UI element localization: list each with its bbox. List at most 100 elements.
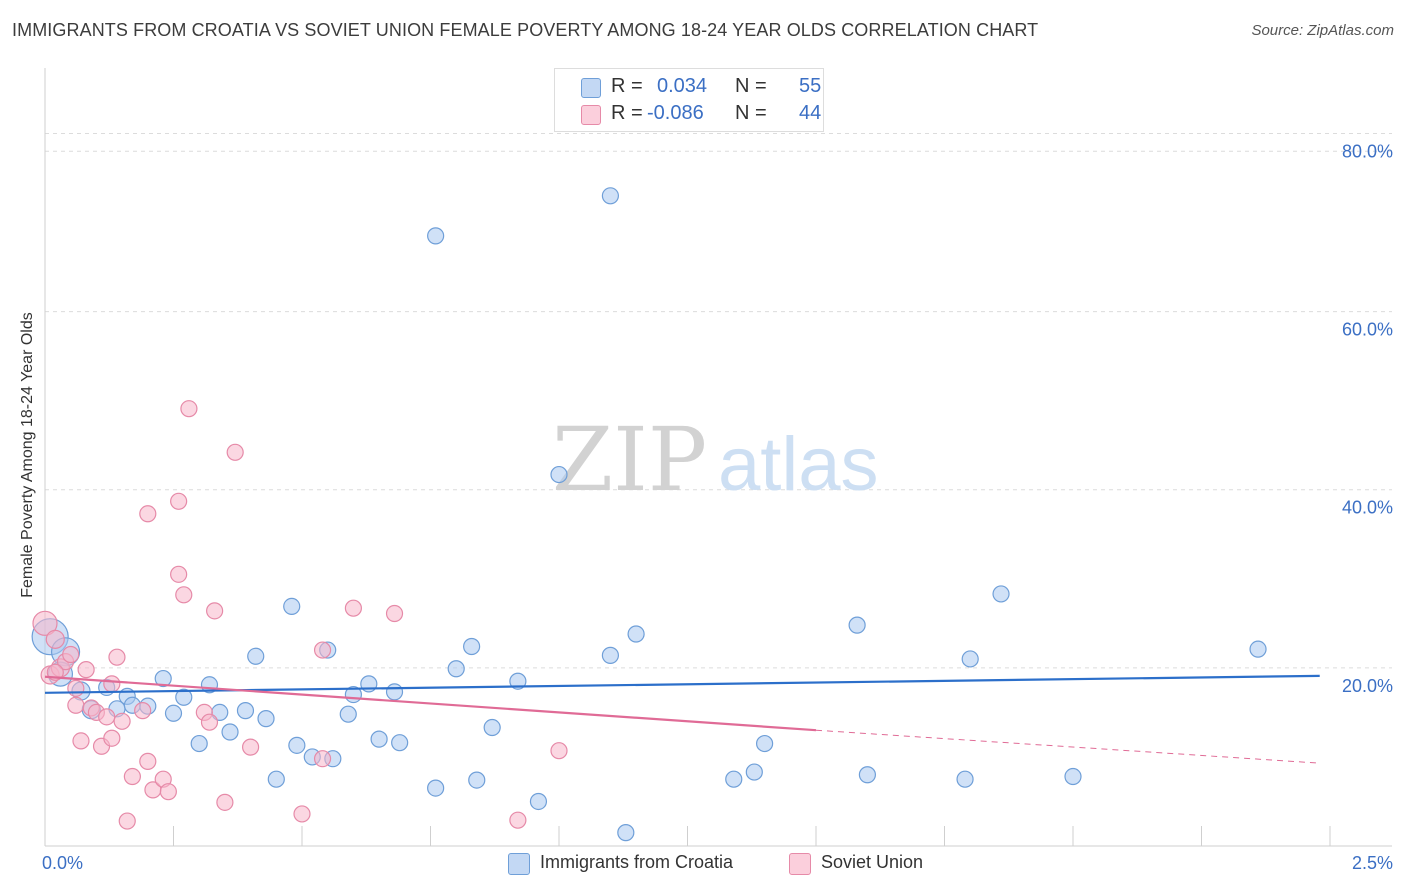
point-croatia <box>509 672 527 690</box>
point-croatia <box>283 597 301 616</box>
point-croatia <box>385 683 404 701</box>
source-credit: Source: ZipAtlas.com <box>1251 22 1394 39</box>
point-croatia <box>745 763 763 781</box>
legend-swatch-pink <box>581 105 601 125</box>
x-tick-label-min: 0.0% <box>42 853 83 873</box>
legend-n-value: 44 <box>799 102 822 124</box>
point-soviet-union <box>123 767 141 786</box>
bottom-legend-swatch-blue <box>508 853 530 875</box>
point-croatia <box>175 688 193 706</box>
point-croatia <box>956 770 974 788</box>
point-croatia <box>257 710 275 728</box>
legend-r-label: R = <box>611 102 643 124</box>
point-croatia <box>725 770 743 788</box>
point-soviet-union <box>67 696 85 714</box>
point-soviet-union <box>293 805 311 823</box>
point-soviet-union <box>77 661 95 679</box>
point-croatia <box>755 734 774 753</box>
point-soviet-union <box>200 713 219 731</box>
legend-r-value: -0.086 <box>647 102 704 124</box>
watermark-zip: ZIP <box>552 408 707 511</box>
point-soviet-union <box>216 793 234 811</box>
point-soviet-union <box>206 602 224 620</box>
point-soviet-union <box>98 708 116 726</box>
point-soviet-union <box>139 505 157 523</box>
point-croatia <box>247 647 265 665</box>
bottom-legend-label: Soviet Union <box>821 852 924 872</box>
point-soviet-union <box>113 712 131 730</box>
point-soviet-union <box>72 732 90 750</box>
legend-n-label: N = <box>735 75 767 97</box>
point-soviet-union <box>175 586 193 604</box>
point-croatia <box>447 660 465 678</box>
legend-n-value: 55 <box>799 75 822 97</box>
point-croatia <box>236 702 255 720</box>
point-croatia <box>339 705 357 723</box>
point-soviet-union <box>170 565 188 583</box>
point-croatia <box>601 646 620 664</box>
grid-lines <box>45 132 1392 669</box>
trend-line-croatia <box>44 674 1320 694</box>
point-soviet-union <box>108 648 126 666</box>
point-soviet-union <box>385 604 404 623</box>
point-croatia <box>550 465 568 484</box>
point-soviet-union <box>550 742 568 760</box>
legend-r-value: 0.034 <box>657 75 708 97</box>
y-tick-label: 40.0% <box>1342 498 1393 518</box>
point-soviet-union <box>226 443 244 461</box>
point-soviet-union <box>313 641 332 659</box>
point-croatia <box>848 616 866 634</box>
point-croatia <box>529 792 548 811</box>
legend-swatch-blue <box>581 78 601 98</box>
point-soviet-union <box>180 400 198 418</box>
point-soviet-union <box>32 610 58 636</box>
point-soviet-union <box>45 629 65 649</box>
trend-line-soviet-union-extension <box>815 729 1320 764</box>
point-croatia <box>617 824 635 842</box>
point-croatia <box>858 766 877 784</box>
point-croatia <box>370 730 388 748</box>
legend-n-label: N = <box>735 102 767 124</box>
point-soviet-union <box>103 729 121 747</box>
watermark: ZIP atlas <box>552 408 879 511</box>
point-croatia <box>221 723 239 741</box>
point-soviet-union <box>118 812 136 830</box>
point-soviet-union <box>62 645 80 664</box>
y-tick-label: 60.0% <box>1342 320 1393 340</box>
tick-labels: 20.0% 40.0% 60.0% 80.0% 0.0% 2.5% <box>42 141 1393 873</box>
point-croatia <box>601 187 620 205</box>
axes <box>44 68 1392 847</box>
point-croatia <box>427 779 445 797</box>
point-croatia <box>164 704 183 722</box>
point-croatia <box>154 669 172 688</box>
point-croatia <box>190 734 208 753</box>
trend-line-soviet-union <box>44 675 817 732</box>
point-soviet-union <box>159 783 177 801</box>
point-soviet-union <box>509 811 527 829</box>
y-tick-label: 80.0% <box>1342 141 1393 161</box>
y-tick-label: 20.0% <box>1342 676 1393 696</box>
point-croatia <box>992 585 1010 603</box>
point-croatia <box>483 718 501 737</box>
point-croatia <box>1064 767 1082 786</box>
trend-lines <box>44 674 1320 764</box>
point-soviet-union <box>67 679 85 697</box>
point-croatia <box>468 771 486 789</box>
point-croatia <box>961 650 979 668</box>
watermark-atlas: atlas <box>718 422 879 507</box>
point-soviet-union <box>242 738 260 756</box>
legend-r-label: R = <box>611 75 643 97</box>
bottom-legend-label: Immigrants from Croatia <box>540 852 734 872</box>
chart-title: IMMIGRANTS FROM CROATIA VS SOVIET UNION … <box>12 20 1039 40</box>
point-soviet-union <box>103 675 121 693</box>
point-soviet-union <box>344 599 362 617</box>
point-croatia <box>627 625 645 643</box>
point-soviet-union <box>313 750 332 768</box>
point-croatia <box>463 637 481 656</box>
point-croatia <box>427 227 445 245</box>
x-tick-label-max: 2.5% <box>1352 853 1393 873</box>
bottom-legend-swatch-pink <box>789 853 811 875</box>
point-croatia <box>1249 640 1267 658</box>
point-croatia <box>288 736 306 754</box>
